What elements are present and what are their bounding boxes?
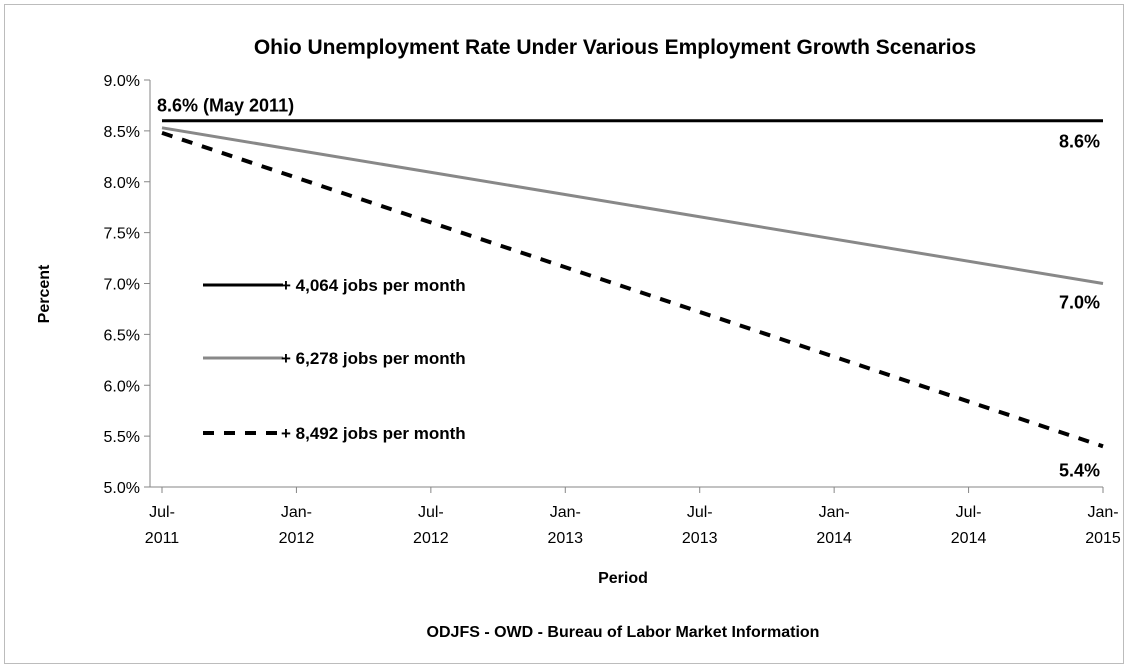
y-tick-label: 9.0%: [104, 73, 140, 90]
x-tick-label: 2012: [413, 530, 449, 547]
x-axis-label: Period: [598, 570, 648, 587]
x-tick-label: 2014: [816, 530, 852, 547]
series-line-3: [161, 131, 1104, 449]
x-tick-label: Jul-: [956, 504, 982, 521]
x-tick-label: 2014: [951, 530, 987, 547]
x-tick-label: 2011: [145, 530, 180, 547]
y-tick-label: 5.5%: [104, 429, 140, 446]
series-line-2: [161, 126, 1104, 285]
y-tick-label: 8.5%: [104, 124, 140, 141]
chart-title: Ohio Unemployment Rate Under Various Emp…: [254, 36, 976, 59]
y-tick-label: 6.0%: [104, 378, 140, 395]
x-tick-label: Jan-: [1087, 504, 1118, 521]
legend-label: + 6,278 jobs per month: [281, 349, 466, 368]
x-tick-label: 2013: [547, 530, 583, 547]
x-tick-label: 2012: [279, 530, 315, 547]
x-tick-label: 2015: [1085, 530, 1121, 547]
legend-label: + 4,064 jobs per month: [281, 276, 466, 295]
end-value-label: 8.6%: [1059, 132, 1100, 152]
x-tick-label: Jul-: [687, 504, 713, 521]
plot-area: 5.0% 5.5% 6.0% 6.5% 7.0% 7.5% 8.0% 8.5% 9.0% Jul-…: [104, 73, 1121, 547]
x-tick-label: Jul-: [149, 504, 175, 521]
y-tick-label: 6.5%: [104, 327, 140, 344]
y-axis-label: Percent: [36, 264, 53, 323]
end-value-label: 5.4%: [1059, 460, 1100, 480]
x-tick-label: Jan-: [819, 504, 850, 521]
y-tick-label: 8.0%: [104, 175, 140, 192]
y-tick-label: 7.0%: [104, 277, 140, 294]
reference-annotation: 8.6% (May 2011): [157, 96, 294, 116]
y-tick-label: 5.0%: [104, 480, 140, 497]
y-tick-label: 7.5%: [104, 226, 140, 243]
x-tick-label: Jan-: [281, 504, 312, 521]
x-tick-label: Jul-: [418, 504, 444, 521]
x-tick-label: Jan-: [550, 504, 581, 521]
x-tick-label: 2013: [682, 530, 718, 547]
end-value-label: 7.0%: [1059, 293, 1100, 313]
legend-label: + 8,492 jobs per month: [281, 424, 466, 443]
source-note: ODJFS - OWD - Bureau of Labor Market Inf…: [427, 624, 820, 641]
